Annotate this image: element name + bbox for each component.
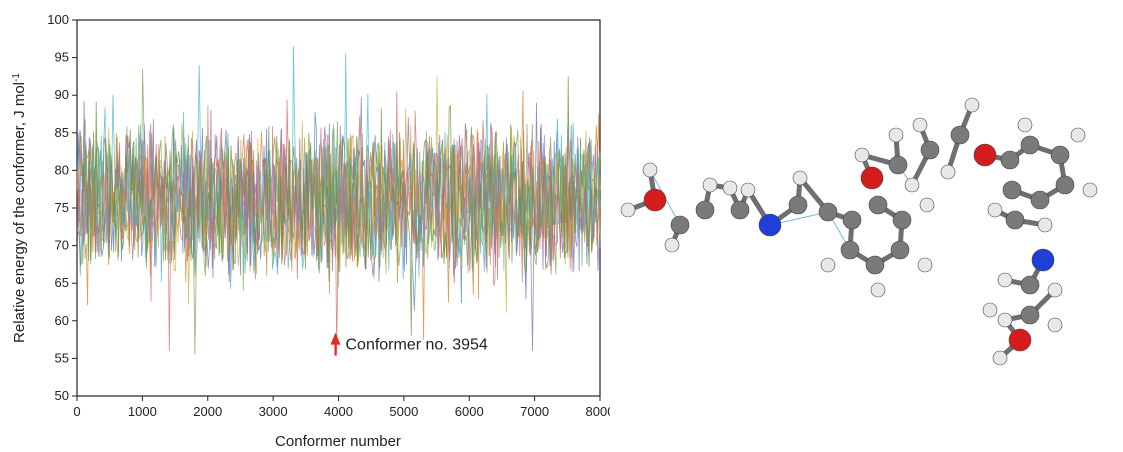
hydrogen-atom [997,312,1013,328]
hydrogen-atom [912,117,928,133]
y-tick-label: 70 [55,238,69,253]
y-tick-label: 50 [55,388,69,403]
hydrogen-atom [904,177,920,193]
hydrogen-atom [870,282,886,298]
y-tick-label: 85 [55,125,69,140]
y-tick-label: 75 [55,200,69,215]
interaction-surface [649,164,913,251]
x-tick-label: 6000 [455,404,484,419]
hydrogen-atom [740,182,756,198]
carbon-atom [1020,305,1040,325]
x-tick-label: 0 [73,404,80,419]
hydrogen-atom [888,127,904,143]
hydrogen-atom [722,180,738,196]
carbon-atom [788,195,808,215]
x-axis-title: Conformer number [275,433,401,450]
hydrogen-atom [940,164,956,180]
series-layer [76,46,601,355]
hydrogen-atom [917,257,933,273]
hydrogen-atom [664,237,680,253]
hydrogen-atom [982,302,998,318]
x-tick-label: 3000 [259,404,288,419]
molecule-atoms [620,97,1098,366]
y-tick-label: 90 [55,87,69,102]
carbon-atom [1005,210,1025,230]
hydrogen-atom [1037,217,1053,233]
carbon-atom [1000,150,1020,170]
hydrogen-atom [964,97,980,113]
y-tick-label: 60 [55,313,69,328]
y-axis-title: Relative energy of the conformer, J mol-… [11,73,29,343]
x-tick-label: 1000 [128,404,157,419]
x-tick-label: 2000 [193,404,222,419]
hydrogen-atom [997,272,1013,288]
carbon-atom [890,240,910,260]
hydrogen-atom [987,202,1003,218]
hydrogen-atom [992,350,1008,366]
carbon-atom [868,195,888,215]
y-tick-label: 80 [55,162,69,177]
hydrogen-atom [620,202,636,218]
carbon-atom [818,202,838,222]
carbon-atom [1020,275,1040,295]
conformer-annotation: Conformer no. 3954 [330,332,488,356]
y-tick-label: 55 [55,350,69,365]
carbon-atom [920,140,940,160]
x-axis-ticks: 0 1000 2000 3000 4000 5000 6000 7000 8000 [73,396,610,419]
hydrogen-atom [702,177,718,193]
oxygen-atom [1008,328,1032,352]
hydrogen-atom [1017,117,1033,133]
carbon-atom [888,155,908,175]
annotation-label: Conformer no. 3954 [345,337,487,354]
oxygen-atom [860,166,884,190]
carbon-atom [1020,135,1040,155]
x-tick-label: 4000 [324,404,353,419]
y-tick-label: 95 [55,50,69,65]
carbon-atom [695,200,715,220]
hydrogen-atom [1082,182,1098,198]
nitrogen-atom [1031,248,1055,272]
y-axis-title-exponent: -1 [11,73,22,82]
y-tick-label: 100 [47,12,69,27]
y-axis-title-main: Relative energy of the conformer, J mol [11,82,28,343]
hydrogen-atom [642,162,658,178]
y-tick-label: 65 [55,275,69,290]
hydrogen-atom [1047,317,1063,333]
carbon-atom [1050,145,1070,165]
series-line [77,91,601,355]
carbon-atom [1055,175,1075,195]
carbon-atom [1002,180,1022,200]
molecule-structure [620,97,1098,366]
hydrogen-atom [820,257,836,273]
nitrogen-atom [758,213,782,237]
carbon-atom [842,210,862,230]
series-line [77,76,601,336]
carbon-atom [892,210,912,230]
hydrogen-atom [1070,127,1086,143]
oxygen-atom [643,188,667,212]
carbon-atom [670,215,690,235]
x-tick-label: 5000 [389,404,418,419]
carbon-atom [1030,190,1050,210]
carbon-atom [730,200,750,220]
hydrogen-atom [854,147,870,163]
oxygen-atom [973,143,997,167]
hydrogen-atom [792,170,808,186]
x-tick-label: 8000 [586,404,610,419]
hydrogen-atom [1047,282,1063,298]
y-axis-ticks: 50 55 60 65 70 75 80 85 90 95 100 [47,12,77,403]
x-tick-label: 7000 [520,404,549,419]
energy-chart: 0 1000 2000 3000 4000 5000 6000 7000 8000 50 55 60… [11,12,611,450]
carbon-atom [840,240,860,260]
annotation-arrow-icon [330,332,341,356]
carbon-atom [865,255,885,275]
carbon-atom [950,125,970,145]
hydrogen-atom [919,197,935,213]
